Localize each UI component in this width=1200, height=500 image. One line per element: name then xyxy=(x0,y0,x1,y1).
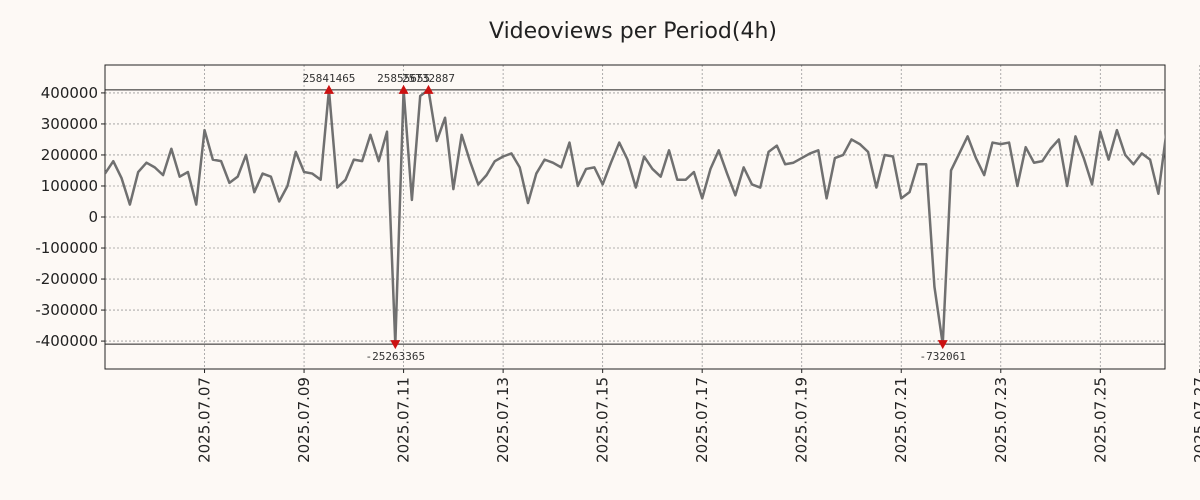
clip-marker xyxy=(423,84,434,94)
x-tick-label: 2025.07.13 xyxy=(494,377,512,463)
clip-marker xyxy=(390,340,401,350)
y-tick-label: -400000 xyxy=(35,332,98,350)
x-tick-label: 2025.07.11 xyxy=(395,377,413,463)
y-tick-label: 200000 xyxy=(41,146,98,164)
annotation-label: 25732887 xyxy=(402,72,455,85)
y-tick-label: 0 xyxy=(88,208,98,226)
plot-area: 400000 300000 200000 100000 0 -100000 -200000 -… xyxy=(35,64,1200,463)
x-tick-label: 2025.07.09 xyxy=(295,377,313,463)
series-line-videoviews xyxy=(105,88,1165,346)
x-tick-label: 2025.07.19 xyxy=(793,377,811,463)
clip-marker xyxy=(323,84,334,94)
annotation-label: -732061 xyxy=(920,350,966,363)
x-tick-label: 2025.07.15 xyxy=(594,377,612,463)
annotation-label: -25263365 xyxy=(365,350,425,363)
x-tick-label: 2025.07.21 xyxy=(892,377,910,463)
x-tick-label: 2025.07.23 xyxy=(992,377,1010,463)
y-tick-label: -200000 xyxy=(35,270,98,288)
y-tick-label: -300000 xyxy=(35,301,98,319)
x-tick-label: 2025.07.17 xyxy=(693,377,711,463)
clip-marker xyxy=(937,340,948,350)
y-tick-label: 300000 xyxy=(41,115,98,133)
x-tick-label: 2025.07.27 xyxy=(1191,377,1200,463)
chart-title: Videoviews per Period(4h) xyxy=(489,19,777,44)
y-tick-label: -100000 xyxy=(35,239,98,257)
annotation-label: 25855655 xyxy=(377,72,430,85)
y-tick-label: 100000 xyxy=(41,177,98,195)
annotation-label: 25841465 xyxy=(302,72,355,85)
x-tick-label: 2025.07.07 xyxy=(196,377,214,463)
y-tick-label: 400000 xyxy=(41,84,98,102)
x-tick-label: 2025.07.25 xyxy=(1091,377,1109,463)
clip-marker xyxy=(398,84,409,94)
